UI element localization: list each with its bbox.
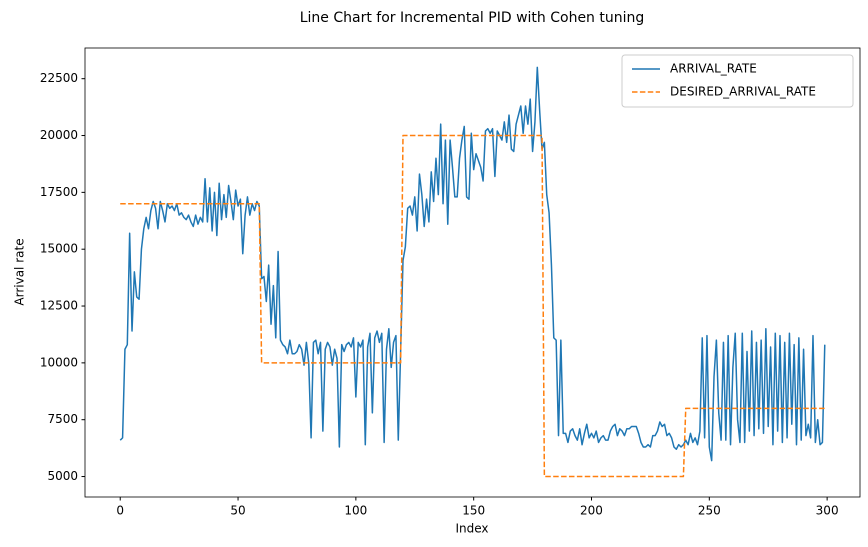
axes-frame: [84, 47, 861, 498]
x-tick-label: 50: [230, 504, 245, 518]
x-tick-label: 0: [116, 504, 124, 518]
legend-label: DESIRED_ARRIVAL_RATE: [670, 85, 816, 99]
x-tick-label: 300: [816, 504, 839, 518]
y-tick-label: 7500: [47, 412, 78, 426]
y-tick-label: 10000: [40, 355, 78, 369]
y-tick-label: 22500: [40, 71, 78, 85]
chart-title: Line Chart for Incremental PID with Cohe…: [300, 10, 645, 26]
x-tick-label: 250: [698, 504, 721, 518]
y-tick-label: 12500: [40, 299, 78, 313]
y-tick-label: 17500: [40, 185, 78, 199]
y-axis-label: Arrival rate: [13, 238, 27, 305]
x-tick-label: 200: [580, 504, 603, 518]
x-tick-label: 150: [462, 504, 485, 518]
y-tick-label: 5000: [47, 469, 78, 483]
data-line: [119, 66, 826, 462]
legend-box: [621, 54, 854, 108]
x-axis-label: Index: [455, 522, 488, 536]
legend-label: ARRIVAL_RATE: [670, 62, 757, 76]
y-tick-label: 20000: [40, 128, 78, 142]
x-tick-label: 100: [344, 504, 367, 518]
y-tick-label: 15000: [40, 242, 78, 256]
